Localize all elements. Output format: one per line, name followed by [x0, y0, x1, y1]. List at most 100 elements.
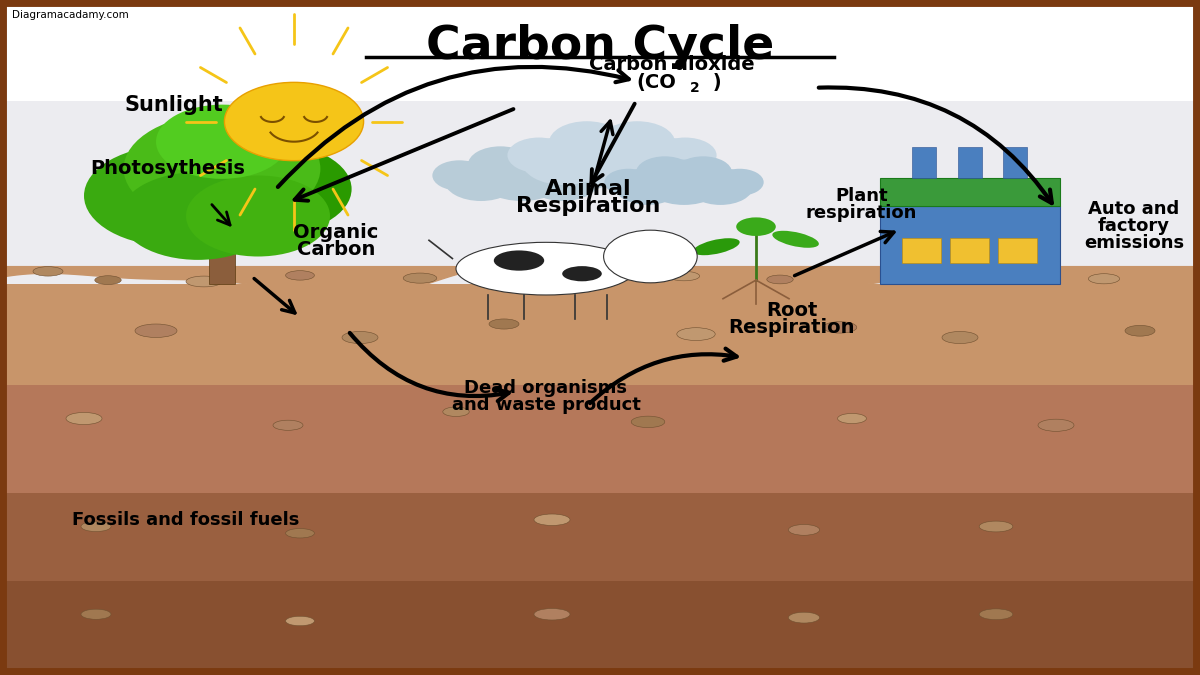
Circle shape [84, 145, 264, 246]
Text: Dead organisms: Dead organisms [464, 379, 628, 397]
Circle shape [920, 205, 942, 217]
Circle shape [906, 214, 930, 227]
Circle shape [186, 176, 330, 256]
Text: Carbon Cycle: Carbon Cycle [426, 24, 774, 69]
Circle shape [715, 169, 763, 196]
FancyArrowPatch shape [592, 104, 635, 183]
Text: respiration: respiration [806, 204, 917, 221]
Ellipse shape [631, 416, 665, 428]
Circle shape [998, 237, 1032, 256]
Circle shape [688, 168, 754, 205]
Circle shape [965, 225, 994, 241]
Circle shape [550, 122, 624, 164]
Bar [1003, 147, 1027, 178]
Text: Root: Root [767, 301, 817, 320]
Circle shape [511, 146, 576, 183]
Circle shape [674, 157, 732, 189]
Circle shape [558, 161, 612, 191]
Bar [998, 238, 1037, 263]
Text: Diagramacadamy.com: Diagramacadamy.com [12, 10, 128, 20]
Ellipse shape [342, 331, 378, 344]
Ellipse shape [773, 231, 818, 248]
Ellipse shape [942, 331, 978, 344]
Text: Respiration: Respiration [516, 196, 660, 216]
Ellipse shape [186, 276, 222, 287]
Text: Fossils and fossil fuels: Fossils and fossil fuels [72, 511, 300, 529]
Ellipse shape [286, 616, 314, 626]
Ellipse shape [274, 420, 302, 431]
Ellipse shape [563, 266, 601, 281]
Text: Organic: Organic [293, 223, 379, 242]
Circle shape [508, 138, 570, 173]
Ellipse shape [494, 250, 545, 271]
Ellipse shape [533, 275, 571, 286]
Circle shape [224, 82, 364, 161]
Text: and waste product: and waste product [451, 396, 641, 414]
Text: 2: 2 [690, 82, 700, 95]
Ellipse shape [286, 271, 314, 280]
Circle shape [120, 172, 276, 260]
Circle shape [654, 138, 716, 173]
Circle shape [432, 161, 486, 191]
Bar [0, 493, 1200, 675]
Bar [912, 147, 936, 178]
Ellipse shape [1088, 274, 1120, 284]
Bar [958, 147, 982, 178]
Ellipse shape [34, 267, 64, 276]
Ellipse shape [823, 322, 857, 333]
FancyArrowPatch shape [349, 333, 509, 401]
Text: factory: factory [1098, 217, 1170, 235]
Circle shape [636, 157, 694, 189]
Text: Sunlight: Sunlight [125, 95, 223, 115]
Bar [209, 216, 235, 284]
Ellipse shape [1006, 271, 1034, 280]
Circle shape [476, 150, 568, 201]
Circle shape [997, 214, 1021, 227]
Text: Animal: Animal [545, 179, 631, 199]
Ellipse shape [767, 275, 793, 284]
Ellipse shape [82, 521, 112, 532]
Circle shape [527, 160, 600, 201]
FancyArrowPatch shape [254, 279, 295, 313]
Text: emissions: emissions [1084, 234, 1184, 252]
Ellipse shape [979, 609, 1013, 620]
Ellipse shape [882, 273, 918, 283]
Circle shape [643, 159, 725, 205]
Ellipse shape [134, 324, 178, 338]
Circle shape [966, 205, 988, 217]
Circle shape [907, 237, 941, 256]
Circle shape [604, 230, 697, 283]
Circle shape [617, 137, 703, 185]
Ellipse shape [1126, 325, 1154, 336]
Text: ): ) [706, 73, 721, 92]
Bar [0, 0, 1200, 284]
FancyArrowPatch shape [818, 88, 1052, 203]
Circle shape [559, 126, 665, 185]
Bar [0, 0, 1200, 101]
Ellipse shape [286, 529, 314, 538]
Ellipse shape [403, 273, 437, 284]
Ellipse shape [736, 217, 775, 236]
Bar [902, 238, 941, 263]
Ellipse shape [490, 319, 520, 329]
Ellipse shape [82, 609, 112, 620]
FancyArrowPatch shape [590, 348, 737, 403]
FancyArrowPatch shape [794, 232, 894, 275]
FancyArrowPatch shape [212, 205, 230, 225]
Circle shape [919, 225, 948, 241]
Circle shape [1010, 225, 1039, 241]
Circle shape [605, 169, 653, 196]
Text: (CO: (CO [636, 73, 676, 92]
FancyArrowPatch shape [294, 109, 514, 200]
Ellipse shape [1038, 419, 1074, 431]
Ellipse shape [838, 413, 866, 424]
Ellipse shape [456, 242, 636, 295]
Circle shape [600, 122, 674, 164]
FancyArrowPatch shape [589, 122, 613, 200]
Ellipse shape [788, 612, 820, 623]
Ellipse shape [668, 271, 700, 281]
Bar [880, 178, 1060, 206]
Ellipse shape [677, 328, 715, 341]
Circle shape [952, 214, 976, 227]
Ellipse shape [443, 407, 469, 416]
